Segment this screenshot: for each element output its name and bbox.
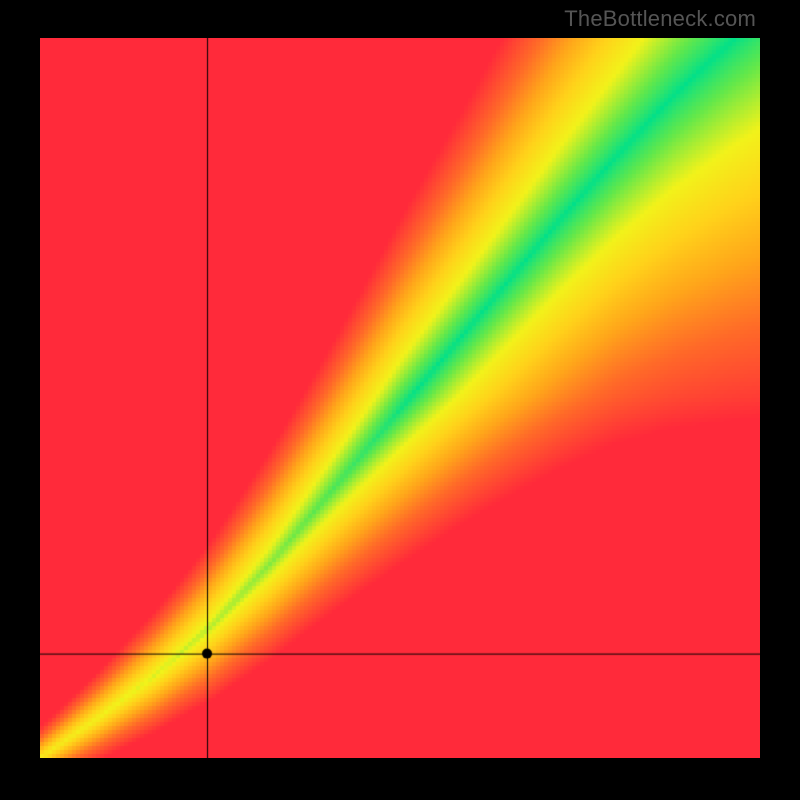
- plot-area: [40, 38, 760, 758]
- outer-frame: TheBottleneck.com: [0, 0, 800, 800]
- watermark-text: TheBottleneck.com: [564, 6, 756, 32]
- bottleneck-heatmap-canvas: [40, 38, 760, 758]
